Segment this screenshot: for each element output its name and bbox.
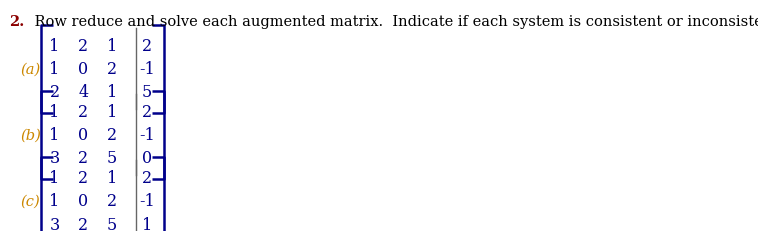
Text: 5: 5 (107, 150, 117, 167)
Text: -1: -1 (139, 127, 155, 144)
Text: 2.: 2. (9, 15, 24, 29)
Text: 1: 1 (49, 192, 60, 210)
Text: Row reduce and solve each augmented matrix.  Indicate if each system is consiste: Row reduce and solve each augmented matr… (30, 15, 758, 29)
Text: 2: 2 (107, 127, 117, 144)
Text: 4: 4 (78, 84, 89, 101)
Text: 0: 0 (78, 127, 89, 144)
Text: 1: 1 (107, 38, 117, 55)
Text: 2: 2 (107, 192, 117, 210)
Text: -1: -1 (139, 61, 155, 78)
Text: 2: 2 (142, 38, 152, 55)
Text: (c): (c) (20, 194, 40, 208)
Text: 1: 1 (49, 103, 60, 121)
Text: 2: 2 (107, 61, 117, 78)
Text: 0: 0 (78, 61, 89, 78)
Text: 3: 3 (49, 150, 60, 167)
Text: 2: 2 (78, 216, 89, 231)
Text: 1: 1 (142, 216, 152, 231)
Text: 2: 2 (78, 150, 89, 167)
Text: 2: 2 (142, 169, 152, 186)
Text: 0: 0 (142, 150, 152, 167)
Text: 2: 2 (78, 38, 89, 55)
Text: 2: 2 (142, 103, 152, 121)
Text: 5: 5 (107, 216, 117, 231)
Text: 2: 2 (78, 169, 89, 186)
Text: 1: 1 (49, 169, 60, 186)
Text: -1: -1 (139, 192, 155, 210)
Text: 1: 1 (49, 38, 60, 55)
Text: 1: 1 (49, 127, 60, 144)
Text: 2: 2 (49, 84, 60, 101)
Text: 1: 1 (49, 61, 60, 78)
Text: 2: 2 (78, 103, 89, 121)
Text: (a): (a) (20, 62, 40, 76)
Text: 1: 1 (107, 84, 117, 101)
Text: 1: 1 (107, 103, 117, 121)
Text: 3: 3 (49, 216, 60, 231)
Text: 5: 5 (142, 84, 152, 101)
Text: (b): (b) (20, 128, 41, 142)
Text: 0: 0 (78, 192, 89, 210)
Text: 1: 1 (107, 169, 117, 186)
